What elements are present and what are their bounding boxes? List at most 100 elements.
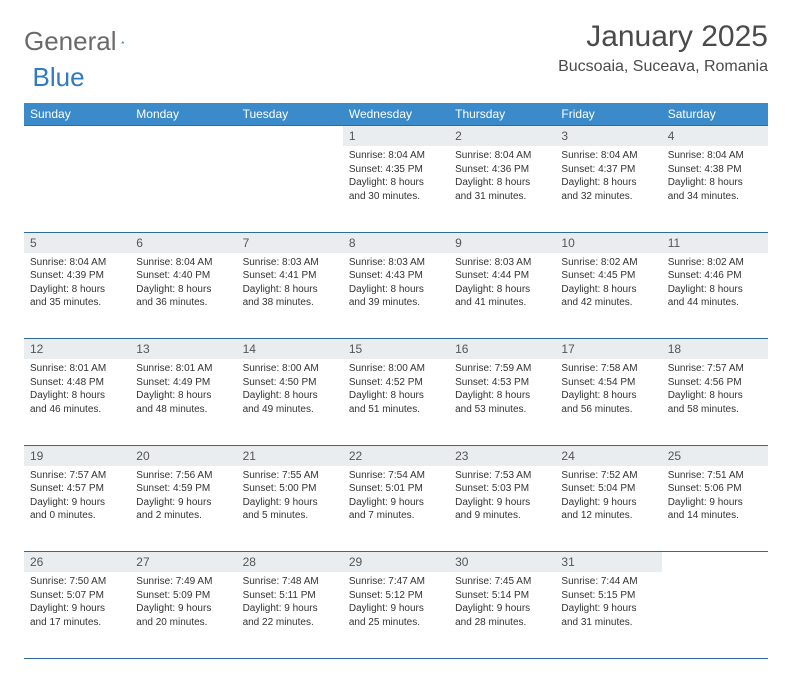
- day-info: Sunrise: 8:04 AMSunset: 4:38 PMDaylight:…: [662, 146, 768, 209]
- day-info-cell: Sunrise: 7:58 AMSunset: 4:54 PMDaylight:…: [555, 359, 661, 445]
- day-info: Sunrise: 7:56 AMSunset: 4:59 PMDaylight:…: [130, 466, 236, 529]
- day-number-row: 262728293031: [24, 552, 768, 573]
- day-info-cell: Sunrise: 7:54 AMSunset: 5:01 PMDaylight:…: [343, 466, 449, 552]
- sunrise-text: Sunrise: 8:04 AM: [349, 149, 443, 163]
- daylight-text: Daylight: 8 hours and 49 minutes.: [243, 389, 337, 416]
- day-number-row: 1234: [24, 126, 768, 147]
- sail-icon: [121, 31, 124, 53]
- day-info: Sunrise: 7:53 AMSunset: 5:03 PMDaylight:…: [449, 466, 555, 529]
- daylight-text: Daylight: 9 hours and 28 minutes.: [455, 602, 549, 629]
- sunset-text: Sunset: 4:35 PM: [349, 163, 443, 177]
- day-number-cell: 24: [555, 445, 661, 466]
- daylight-text: Daylight: 8 hours and 35 minutes.: [30, 283, 124, 310]
- day-info: Sunrise: 7:54 AMSunset: 5:01 PMDaylight:…: [343, 466, 449, 529]
- day-number-cell: 4: [662, 126, 768, 147]
- sunset-text: Sunset: 5:00 PM: [243, 482, 337, 496]
- day-info-cell: Sunrise: 7:51 AMSunset: 5:06 PMDaylight:…: [662, 466, 768, 552]
- sunrise-text: Sunrise: 7:49 AM: [136, 575, 230, 589]
- sunrise-text: Sunrise: 7:44 AM: [561, 575, 655, 589]
- daylight-text: Daylight: 8 hours and 53 minutes.: [455, 389, 549, 416]
- day-info-row: Sunrise: 7:57 AMSunset: 4:57 PMDaylight:…: [24, 466, 768, 552]
- day-info: Sunrise: 7:57 AMSunset: 4:57 PMDaylight:…: [24, 466, 130, 529]
- daylight-text: Daylight: 8 hours and 46 minutes.: [30, 389, 124, 416]
- day-number-cell: 13: [130, 339, 236, 360]
- day-number-cell: 1: [343, 126, 449, 147]
- sunset-text: Sunset: 5:04 PM: [561, 482, 655, 496]
- sunset-text: Sunset: 4:40 PM: [136, 269, 230, 283]
- day-info-cell: Sunrise: 7:57 AMSunset: 4:57 PMDaylight:…: [24, 466, 130, 552]
- weekday-header: Saturday: [662, 103, 768, 126]
- day-info-cell: Sunrise: 7:53 AMSunset: 5:03 PMDaylight:…: [449, 466, 555, 552]
- day-info-cell: Sunrise: 8:04 AMSunset: 4:37 PMDaylight:…: [555, 146, 661, 232]
- day-info: Sunrise: 8:03 AMSunset: 4:43 PMDaylight:…: [343, 253, 449, 316]
- day-info: Sunrise: 7:58 AMSunset: 4:54 PMDaylight:…: [555, 359, 661, 422]
- day-info: Sunrise: 7:44 AMSunset: 5:15 PMDaylight:…: [555, 572, 661, 635]
- daylight-text: Daylight: 9 hours and 2 minutes.: [136, 496, 230, 523]
- day-info-cell: [24, 146, 130, 232]
- day-info-cell: Sunrise: 7:45 AMSunset: 5:14 PMDaylight:…: [449, 572, 555, 658]
- day-number-cell: 15: [343, 339, 449, 360]
- day-number-cell: 19: [24, 445, 130, 466]
- day-info: Sunrise: 7:50 AMSunset: 5:07 PMDaylight:…: [24, 572, 130, 635]
- day-number-cell: 20: [130, 445, 236, 466]
- sunset-text: Sunset: 5:15 PM: [561, 589, 655, 603]
- day-info: Sunrise: 7:57 AMSunset: 4:56 PMDaylight:…: [662, 359, 768, 422]
- day-number-cell: 31: [555, 552, 661, 573]
- sunset-text: Sunset: 4:39 PM: [30, 269, 124, 283]
- day-info-cell: Sunrise: 7:56 AMSunset: 4:59 PMDaylight:…: [130, 466, 236, 552]
- sunrise-text: Sunrise: 8:04 AM: [561, 149, 655, 163]
- sunrise-text: Sunrise: 8:04 AM: [30, 256, 124, 270]
- day-number-cell: 12: [24, 339, 130, 360]
- day-info: Sunrise: 7:51 AMSunset: 5:06 PMDaylight:…: [662, 466, 768, 529]
- daylight-text: Daylight: 8 hours and 32 minutes.: [561, 176, 655, 203]
- day-info: Sunrise: 8:01 AMSunset: 4:49 PMDaylight:…: [130, 359, 236, 422]
- day-number-cell: 18: [662, 339, 768, 360]
- day-info-cell: Sunrise: 8:04 AMSunset: 4:39 PMDaylight:…: [24, 253, 130, 339]
- daylight-text: Daylight: 9 hours and 14 minutes.: [668, 496, 762, 523]
- daylight-text: Daylight: 8 hours and 51 minutes.: [349, 389, 443, 416]
- sunset-text: Sunset: 5:11 PM: [243, 589, 337, 603]
- sunset-text: Sunset: 4:41 PM: [243, 269, 337, 283]
- day-info-cell: [237, 146, 343, 232]
- sunrise-text: Sunrise: 7:52 AM: [561, 469, 655, 483]
- day-info: Sunrise: 8:04 AMSunset: 4:40 PMDaylight:…: [130, 253, 236, 316]
- daylight-text: Daylight: 8 hours and 44 minutes.: [668, 283, 762, 310]
- daylight-text: Daylight: 8 hours and 58 minutes.: [668, 389, 762, 416]
- page-title: January 2025: [558, 20, 768, 54]
- day-info: Sunrise: 8:00 AMSunset: 4:50 PMDaylight:…: [237, 359, 343, 422]
- day-info: Sunrise: 7:59 AMSunset: 4:53 PMDaylight:…: [449, 359, 555, 422]
- day-number-cell: 28: [237, 552, 343, 573]
- day-number-cell: 16: [449, 339, 555, 360]
- sunset-text: Sunset: 4:52 PM: [349, 376, 443, 390]
- daylight-text: Daylight: 9 hours and 31 minutes.: [561, 602, 655, 629]
- sunset-text: Sunset: 4:43 PM: [349, 269, 443, 283]
- day-info-row: Sunrise: 8:01 AMSunset: 4:48 PMDaylight:…: [24, 359, 768, 445]
- sunrise-text: Sunrise: 8:00 AM: [243, 362, 337, 376]
- day-info-cell: Sunrise: 8:04 AMSunset: 4:40 PMDaylight:…: [130, 253, 236, 339]
- day-number-cell: 8: [343, 232, 449, 253]
- daylight-text: Daylight: 9 hours and 22 minutes.: [243, 602, 337, 629]
- day-number-row: 19202122232425: [24, 445, 768, 466]
- sunrise-text: Sunrise: 8:02 AM: [668, 256, 762, 270]
- day-info-cell: Sunrise: 8:00 AMSunset: 4:50 PMDaylight:…: [237, 359, 343, 445]
- title-block: January 2025 Bucsoaia, Suceava, Romania: [558, 20, 768, 76]
- day-info-cell: Sunrise: 7:50 AMSunset: 5:07 PMDaylight:…: [24, 572, 130, 658]
- weekday-header: Tuesday: [237, 103, 343, 126]
- daylight-text: Daylight: 8 hours and 34 minutes.: [668, 176, 762, 203]
- day-number-row: 567891011: [24, 232, 768, 253]
- sunset-text: Sunset: 5:01 PM: [349, 482, 443, 496]
- sunset-text: Sunset: 4:57 PM: [30, 482, 124, 496]
- day-info-cell: Sunrise: 8:04 AMSunset: 4:38 PMDaylight:…: [662, 146, 768, 232]
- daylight-text: Daylight: 8 hours and 41 minutes.: [455, 283, 549, 310]
- sunrise-text: Sunrise: 8:04 AM: [136, 256, 230, 270]
- daylight-text: Daylight: 9 hours and 20 minutes.: [136, 602, 230, 629]
- sunrise-text: Sunrise: 7:59 AM: [455, 362, 549, 376]
- daylight-text: Daylight: 9 hours and 25 minutes.: [349, 602, 443, 629]
- day-number-cell: 29: [343, 552, 449, 573]
- logo-text-1: General: [24, 26, 117, 57]
- day-info: Sunrise: 8:04 AMSunset: 4:36 PMDaylight:…: [449, 146, 555, 209]
- day-info-row: Sunrise: 7:50 AMSunset: 5:07 PMDaylight:…: [24, 572, 768, 658]
- day-number-cell: 2: [449, 126, 555, 147]
- sunset-text: Sunset: 4:37 PM: [561, 163, 655, 177]
- day-info: Sunrise: 7:55 AMSunset: 5:00 PMDaylight:…: [237, 466, 343, 529]
